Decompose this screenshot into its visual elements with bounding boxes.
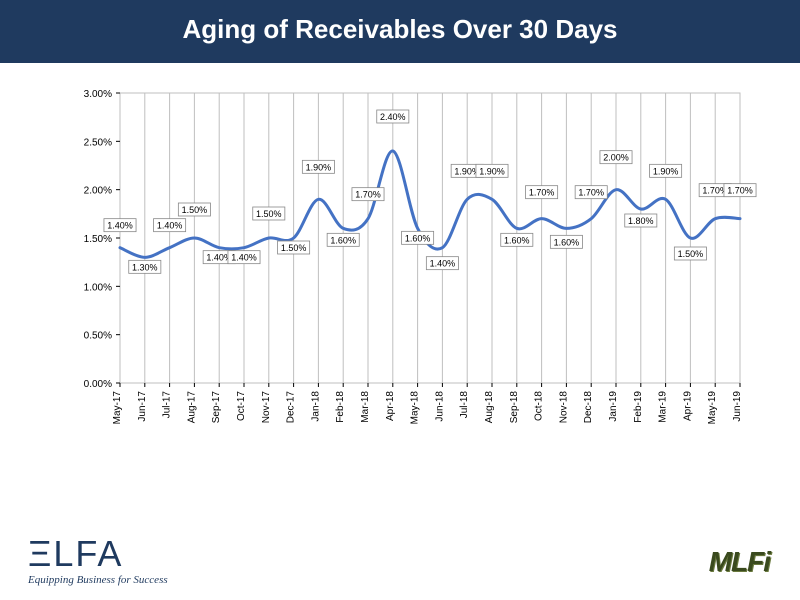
svg-text:3.00%: 3.00% xyxy=(84,89,112,100)
data-label: 1.60% xyxy=(405,233,431,243)
elfa-logo: ΞLFA Equipping Business for Success xyxy=(28,536,168,586)
data-label: 1.70% xyxy=(578,188,604,198)
x-tick-label: Sep-17 xyxy=(211,391,222,424)
x-tick-label: Aug-17 xyxy=(186,391,197,424)
x-tick-label: Jun-17 xyxy=(137,391,148,422)
x-tick-label: Jan-19 xyxy=(608,391,619,422)
data-label: 1.70% xyxy=(355,190,381,200)
chart-container: 0.00% 0.50% 1.00% 1.50% 2.00% 2.50% 3.00% May-1… xyxy=(60,83,760,483)
data-label: 1.90% xyxy=(479,166,505,176)
x-tick-label: Mar-19 xyxy=(658,391,669,423)
line-chart: 0.00% 0.50% 1.00% 1.50% 2.00% 2.50% 3.00% May-1… xyxy=(60,83,760,483)
svg-text:0.50%: 0.50% xyxy=(84,331,112,342)
x-tick-label: May-17 xyxy=(112,391,123,425)
x-tick-label: Feb-18 xyxy=(335,391,346,423)
data-label: 1.30% xyxy=(132,262,158,272)
data-label: 2.00% xyxy=(603,153,629,163)
footer: ΞLFA Equipping Business for Success MLFi xyxy=(0,532,800,592)
data-label: 1.50% xyxy=(182,205,208,215)
data-label: 1.60% xyxy=(504,235,530,245)
data-label: 1.40% xyxy=(107,221,133,231)
elfa-tagline: Equipping Business for Success xyxy=(28,574,168,586)
x-tick-label: Nov-18 xyxy=(558,391,569,424)
data-label: 1.90% xyxy=(306,162,332,172)
data-label: 1.40% xyxy=(231,253,257,263)
data-label: 1.60% xyxy=(330,235,356,245)
svg-text:2.00%: 2.00% xyxy=(84,186,112,197)
svg-text:1.50%: 1.50% xyxy=(84,234,112,245)
x-tick-label: Jun-18 xyxy=(434,391,445,422)
svg-text:1.00%: 1.00% xyxy=(84,282,112,293)
data-label: 1.60% xyxy=(554,237,580,247)
x-tick-label: Jan-18 xyxy=(310,391,321,422)
elfa-logo-text: ΞLFA xyxy=(28,536,168,572)
data-label: 1.70% xyxy=(529,188,555,198)
svg-text:2.50%: 2.50% xyxy=(84,137,112,148)
data-label: 1.50% xyxy=(281,243,307,253)
x-tick-label: Mar-18 xyxy=(360,391,371,423)
data-label: 1.40% xyxy=(430,259,456,269)
x-tick-label: Apr-19 xyxy=(682,391,693,421)
x-tick-label: Dec-18 xyxy=(583,391,594,424)
data-label: 1.40% xyxy=(157,221,183,231)
x-tick-label: Oct-18 xyxy=(534,391,545,421)
x-tick-label: Jul-18 xyxy=(459,391,470,419)
data-label: 1.80% xyxy=(628,216,654,226)
svg-text:0.00%: 0.00% xyxy=(84,379,112,390)
mlfi-logo: MLFi xyxy=(709,546,770,578)
x-tick-label: Nov-17 xyxy=(261,391,272,424)
data-label: 1.90% xyxy=(653,166,679,176)
x-tick-label: Apr-18 xyxy=(385,391,396,421)
data-label: 1.50% xyxy=(256,209,282,219)
x-tick-label: Dec-17 xyxy=(286,391,297,424)
x-tick-label: Feb-19 xyxy=(633,391,644,423)
x-tick-label: Jun-19 xyxy=(732,391,743,422)
x-tick-label: Sep-18 xyxy=(509,391,520,424)
x-tick-label: May-18 xyxy=(410,391,421,425)
data-label: 1.50% xyxy=(678,249,704,259)
x-tick-label: Oct-17 xyxy=(236,391,247,421)
x-tick-label: Jul-17 xyxy=(162,391,173,419)
x-tick-label: Aug-18 xyxy=(484,391,495,424)
chart-title: Aging of Receivables Over 30 Days xyxy=(0,0,800,63)
x-tick-label: May-19 xyxy=(707,391,718,425)
data-label: 2.40% xyxy=(380,112,406,122)
data-label: 1.70% xyxy=(727,186,753,196)
